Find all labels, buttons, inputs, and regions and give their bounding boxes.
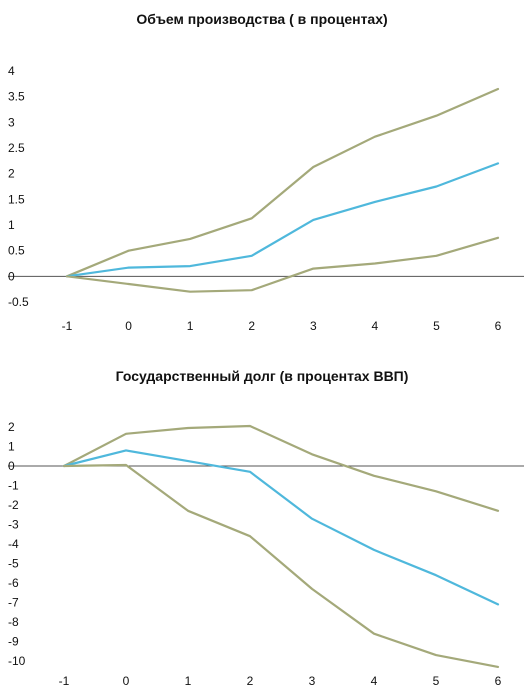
y-tick-label: 3 [8, 115, 15, 129]
y-tick-label: -8 [8, 615, 19, 629]
x-tick-label: 0 [123, 674, 130, 688]
y-tick-label: 0.5 [8, 244, 25, 258]
series-line-upper [65, 87, 500, 278]
y-tick-label: -7 [8, 596, 19, 610]
x-tick-label: 1 [187, 319, 194, 333]
series-line-central [62, 449, 500, 606]
x-tick-label: 3 [309, 674, 316, 688]
y-tick-label: -6 [8, 576, 19, 590]
x-tick-label: 2 [248, 319, 255, 333]
series-line-lower [65, 236, 500, 293]
x-tick-label: 6 [495, 319, 502, 333]
y-tick-label: -4 [8, 537, 19, 551]
x-tick-label: 5 [433, 674, 440, 688]
y-tick-label: 1.5 [8, 192, 25, 206]
chart-title: Объем производства ( в процентах) [136, 11, 388, 27]
x-tick-label: 4 [371, 674, 378, 688]
x-tick-label: 1 [185, 674, 192, 688]
x-tick-label: 6 [495, 674, 502, 688]
output-chart-plot: 4 3.5 3 2.5 2 1.5 1 0.5 0 -0.5 -1 0 1 2 3 4 5 6 [8, 64, 524, 333]
x-tick-label: 4 [372, 319, 379, 333]
chart-title: Государственный долг (в процентах ВВП) [115, 368, 409, 384]
y-tick-label: 2 [8, 420, 15, 434]
y-tick-label: 3.5 [8, 90, 25, 104]
x-tick-label: -1 [59, 674, 70, 688]
series-line-central [65, 162, 500, 278]
y-tick-label: -3 [8, 518, 19, 532]
x-tick-label: 2 [247, 674, 254, 688]
series-line-lower [62, 463, 500, 668]
y-tick-label: -5 [8, 557, 19, 571]
y-tick-label: -0.5 [8, 295, 29, 309]
series-line-upper [62, 424, 500, 512]
y-tick-label: 0 [8, 459, 15, 473]
debt-chart-plot: 210-1-2-3-4-5-6-7-8-9-10-1 0 1 2 3 4 5 6 [8, 420, 524, 688]
y-tick-label: 2.5 [8, 141, 25, 155]
y-tick-label: 0 [8, 269, 15, 283]
x-tick-label: 0 [125, 319, 132, 333]
y-tick-label: 4 [8, 64, 15, 78]
x-tick-label: 5 [433, 319, 440, 333]
output-chart: Объем производства ( в процентах) 4 3.5 3 2… [8, 11, 524, 333]
y-tick-label: 2 [8, 167, 15, 181]
y-tick-label: -10 [8, 654, 26, 668]
y-tick-label: -2 [8, 498, 19, 512]
y-tick-label: -9 [8, 635, 19, 649]
x-tick-label: -1 [62, 319, 73, 333]
y-tick-label: 1 [8, 440, 15, 454]
y-tick-label: -1 [8, 479, 19, 493]
y-tick-label: 1 [8, 218, 15, 232]
x-tick-label: 3 [310, 319, 317, 333]
debt-chart: Государственный долг (в процентах ВВП) 2… [0, 355, 524, 689]
